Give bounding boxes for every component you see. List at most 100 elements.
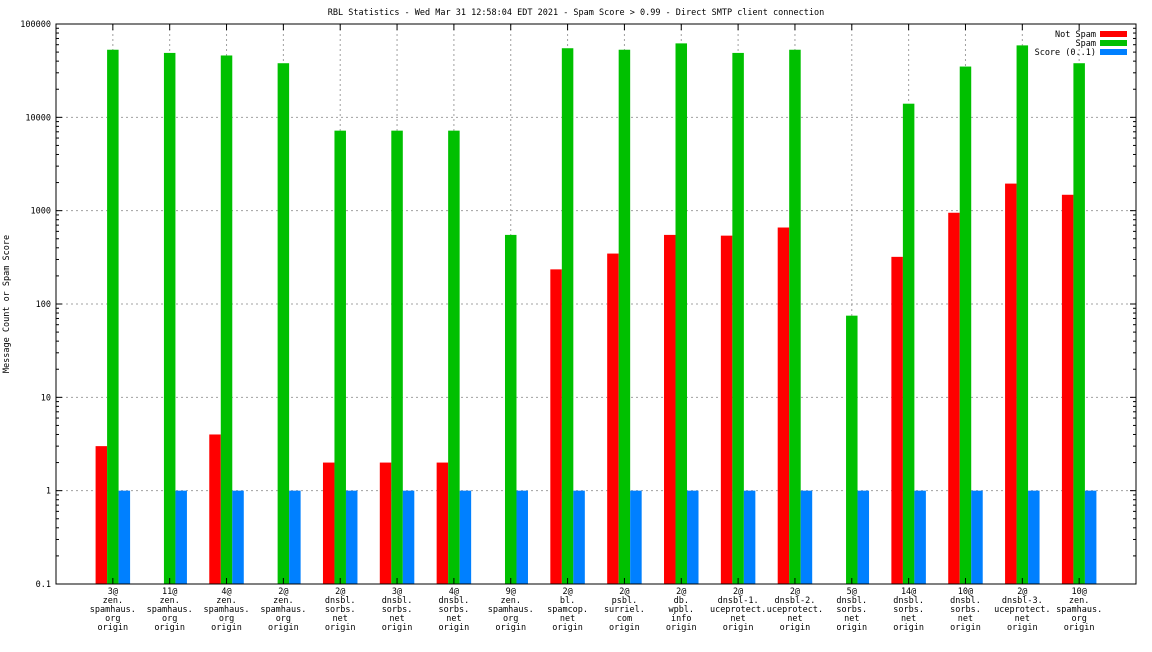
legend-swatch	[1100, 31, 1127, 37]
x-tick-label: spamhaus.	[488, 605, 534, 615]
x-tick-label: dnsbl.	[893, 596, 924, 606]
x-tick-label: dnsbl.	[439, 596, 470, 606]
x-tick-label: 2@	[335, 587, 345, 597]
bar-spam-11	[732, 52, 744, 584]
x-tick-label: origin	[836, 623, 867, 633]
x-tick-label: sorbs.	[893, 605, 924, 615]
x-tick-label: psbl.	[612, 596, 638, 606]
legend-label: Not Spam	[1055, 30, 1096, 40]
bars	[95, 43, 1097, 585]
y-tick-label: 0.1	[36, 580, 51, 590]
bar-spam-15	[959, 66, 972, 584]
x-tick-label: net	[787, 614, 802, 624]
x-tick-label: db.	[674, 596, 689, 606]
bar-spam-2	[220, 55, 233, 584]
x-tick-label: 2@	[278, 587, 288, 597]
x-tick-label: 2@	[562, 587, 572, 597]
bar-spam-6	[448, 130, 460, 584]
legend-swatch	[1100, 40, 1127, 46]
bar-not-spam-11	[720, 235, 733, 584]
y-tick-label: 10	[41, 393, 51, 403]
bar-score--15	[971, 490, 983, 584]
x-tick-label: origin	[1064, 623, 1095, 633]
bar-spam-16	[1016, 45, 1029, 584]
x-tick-label: spamhaus.	[203, 605, 249, 615]
bar-spam-12	[789, 49, 801, 584]
x-tick-label: bl.	[560, 596, 575, 606]
x-tick-label: 4@	[449, 587, 459, 597]
x-tick-label: 2@	[1017, 587, 1027, 597]
x-tick-label: uceprotect.	[710, 605, 766, 615]
x-tick-label: origin	[893, 623, 924, 633]
axes: 0.11101001000100001000003@zen.spamhaus.o…	[20, 20, 1137, 633]
x-tick-label: org	[219, 614, 234, 624]
bar-spam-9	[618, 49, 631, 584]
x-tick-label: org	[162, 614, 177, 624]
x-tick-label: 9@	[506, 587, 516, 597]
x-tick-label: origin	[211, 623, 242, 633]
x-tick-label: spamcop.	[547, 605, 588, 615]
bar-not-spam-16	[1005, 183, 1017, 584]
bar-score--2	[232, 490, 244, 584]
x-tick-label: surriel.	[604, 605, 645, 615]
bar-not-spam-14	[891, 256, 903, 584]
x-tick-label: 2@	[733, 587, 743, 597]
bar-score--0	[118, 490, 131, 584]
bar-score--8	[573, 490, 585, 584]
x-tick-label: dnsbl.	[382, 596, 413, 606]
y-tick-label: 10000	[25, 113, 51, 123]
bar-score--12	[800, 490, 813, 584]
bar-not-spam-10	[664, 234, 676, 584]
x-tick-label: origin	[552, 623, 583, 633]
y-axis-label: Message Count or Spam Score	[2, 235, 12, 373]
x-tick-label: dnsbl.	[325, 596, 356, 606]
bar-score--7	[516, 490, 528, 584]
x-tick-label: net	[389, 614, 404, 624]
x-tick-label: 5@	[847, 587, 857, 597]
x-tick-label: origin	[382, 623, 413, 633]
x-tick-label: origin	[723, 623, 754, 633]
x-tick-label: origin	[154, 623, 185, 633]
x-tick-label: spamhaus.	[1056, 605, 1102, 615]
bar-not-spam-15	[948, 212, 960, 585]
x-tick-label: org	[503, 614, 518, 624]
chart-title: RBL Statistics - Wed Mar 31 12:58:04 EDT…	[328, 8, 824, 18]
x-tick-label: zen.	[500, 596, 520, 606]
x-tick-label: 3@	[108, 587, 118, 597]
x-tick-label: sorbs.	[439, 605, 470, 615]
bar-spam-0	[107, 49, 119, 584]
x-tick-label: origin	[439, 623, 470, 633]
x-tick-label: origin	[495, 623, 526, 633]
x-tick-label: sorbs.	[836, 605, 867, 615]
bar-score--11	[743, 490, 756, 584]
x-tick-label: dnsbl.	[950, 596, 981, 606]
bar-score--9	[630, 490, 642, 584]
x-tick-label: dnsbl-1.	[718, 596, 759, 606]
x-tick-label: wpbl.	[668, 605, 694, 615]
bar-not-spam-0	[95, 446, 108, 584]
x-tick-label: zen.	[273, 596, 293, 606]
x-tick-label: 14@	[901, 587, 916, 597]
x-tick-label: com	[617, 614, 632, 624]
x-tick-label: net	[560, 614, 575, 624]
bar-spam-5	[391, 130, 403, 584]
bar-score--5	[402, 490, 415, 584]
bar-score--16	[1028, 490, 1040, 584]
x-tick-label: net	[844, 614, 859, 624]
legend-label: Spam	[1076, 39, 1096, 49]
x-tick-label: 2@	[619, 587, 629, 597]
y-tick-label: 1000	[31, 207, 51, 217]
bar-not-spam-4	[322, 462, 335, 584]
x-tick-label: origin	[780, 623, 811, 633]
x-tick-label: origin	[97, 623, 128, 633]
bar-spam-1	[163, 52, 176, 584]
x-tick-label: origin	[268, 623, 299, 633]
x-tick-label: sorbs.	[382, 605, 413, 615]
bar-score--4	[345, 490, 358, 584]
bar-not-spam-2	[209, 434, 221, 584]
x-tick-label: 10@	[1071, 587, 1086, 597]
x-tick-label: net	[958, 614, 973, 624]
y-tick-label: 1	[46, 487, 51, 497]
x-tick-label: dnsbl-3.	[1002, 596, 1043, 606]
